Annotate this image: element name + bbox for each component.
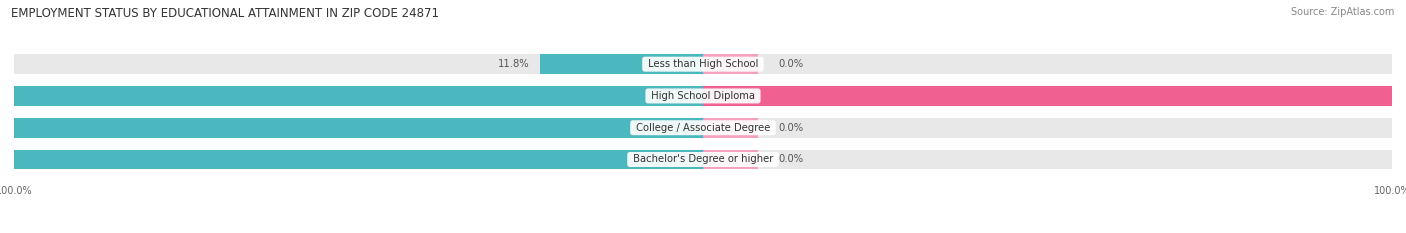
- Bar: [703, 86, 1392, 106]
- Text: EMPLOYMENT STATUS BY EDUCATIONAL ATTAINMENT IN ZIP CODE 24871: EMPLOYMENT STATUS BY EDUCATIONAL ATTAINM…: [11, 7, 439, 20]
- Bar: [540, 54, 703, 74]
- Bar: [0, 118, 703, 137]
- Text: College / Associate Degree: College / Associate Degree: [633, 123, 773, 133]
- Text: Source: ZipAtlas.com: Source: ZipAtlas.com: [1291, 7, 1395, 17]
- Bar: [14, 54, 703, 74]
- Bar: [703, 54, 1392, 74]
- Bar: [703, 150, 1392, 169]
- Text: 11.8%: 11.8%: [498, 59, 530, 69]
- Text: 0.0%: 0.0%: [779, 123, 804, 133]
- Bar: [703, 150, 758, 169]
- Text: 0.0%: 0.0%: [779, 154, 804, 164]
- Bar: [0, 150, 703, 169]
- Bar: [14, 118, 703, 137]
- Text: 0.0%: 0.0%: [779, 59, 804, 69]
- Text: Bachelor's Degree or higher: Bachelor's Degree or higher: [630, 154, 776, 164]
- Bar: [0, 86, 703, 106]
- Text: Less than High School: Less than High School: [645, 59, 761, 69]
- Bar: [14, 150, 703, 169]
- Bar: [703, 54, 758, 74]
- Bar: [703, 118, 758, 137]
- Bar: [14, 86, 703, 106]
- Text: High School Diploma: High School Diploma: [648, 91, 758, 101]
- Bar: [703, 86, 1406, 106]
- Bar: [703, 118, 1392, 137]
